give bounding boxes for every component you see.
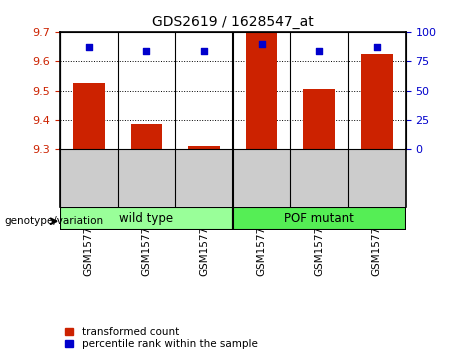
Point [258, 41, 266, 46]
Bar [130, 124, 162, 149]
Point [200, 48, 207, 53]
Bar [188, 146, 220, 149]
Bar [303, 89, 335, 149]
Text: genotype/variation: genotype/variation [5, 216, 104, 226]
Bar [361, 54, 393, 149]
Text: wild type: wild type [119, 212, 173, 225]
Point [142, 48, 150, 53]
Bar [60, 207, 233, 230]
Legend: transformed count, percentile rank within the sample: transformed count, percentile rank withi… [65, 327, 258, 349]
Bar [246, 33, 278, 149]
Title: GDS2619 / 1628547_at: GDS2619 / 1628547_at [152, 16, 313, 29]
Bar [233, 207, 406, 230]
Point [85, 44, 92, 50]
Point [373, 44, 381, 50]
Text: POF mutant: POF mutant [284, 212, 354, 225]
Bar [73, 83, 105, 149]
Point [315, 48, 323, 53]
